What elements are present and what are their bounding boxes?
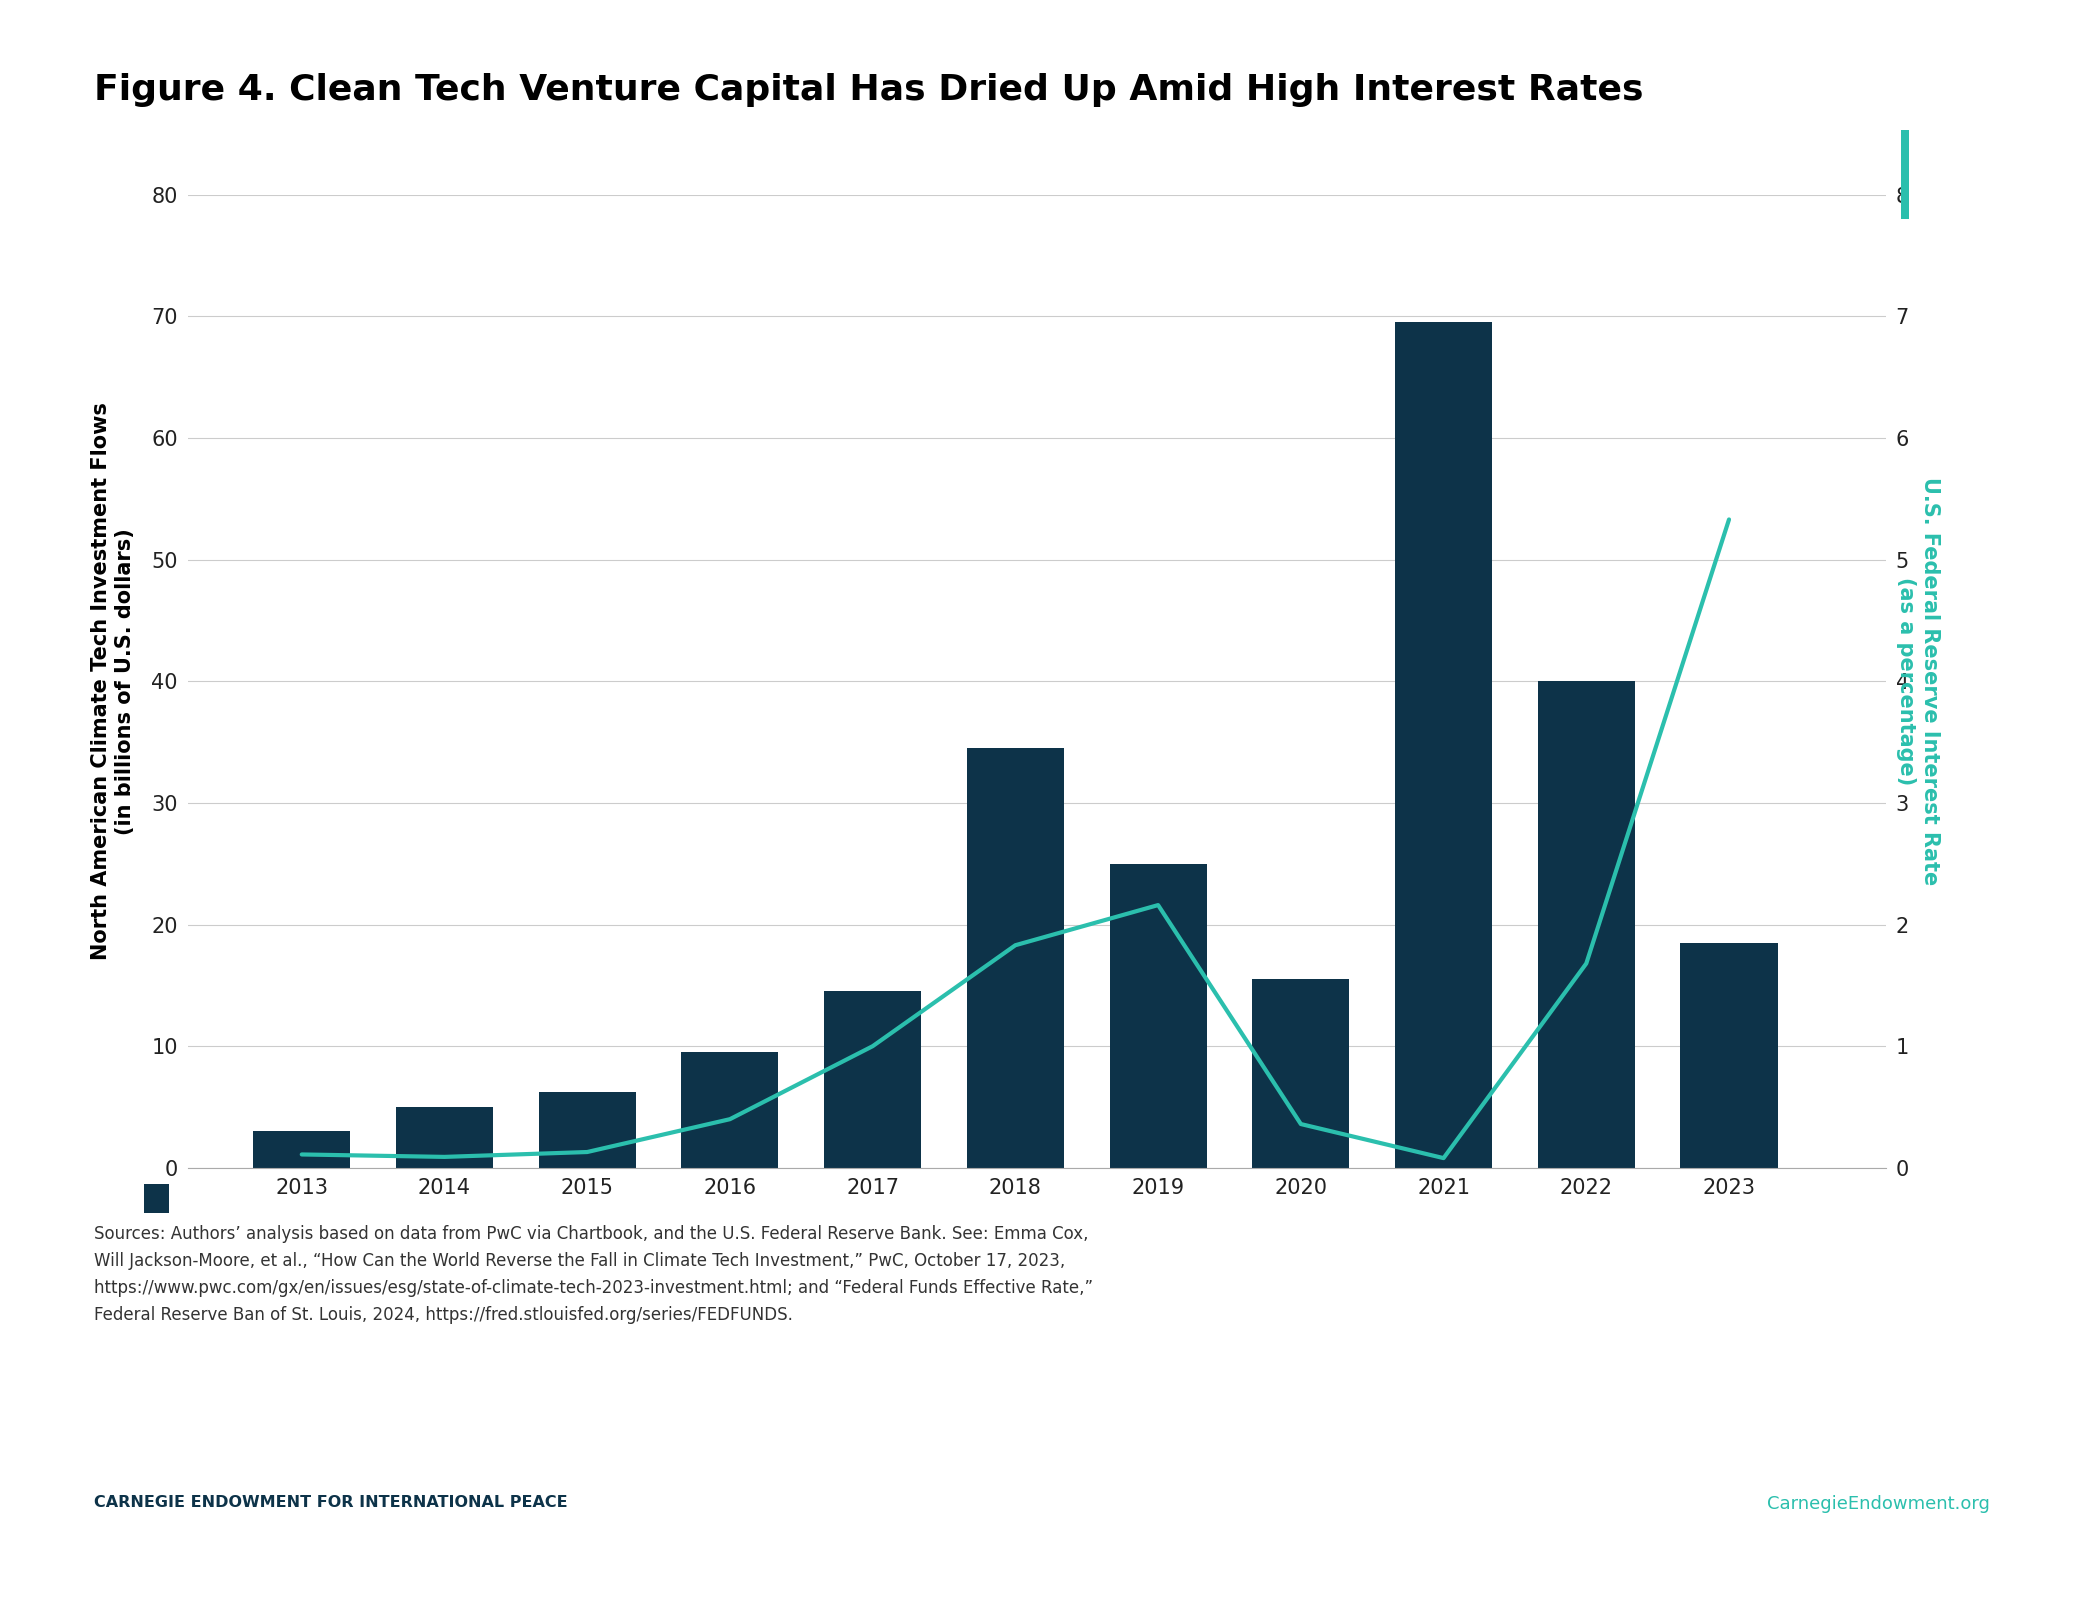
Text: Sources: Authors’ analysis based on data from PwC via Chartbook, and the U.S. Fe: Sources: Authors’ analysis based on data… — [94, 1225, 1092, 1324]
Bar — [1394, 323, 1492, 1168]
Bar — [967, 748, 1065, 1168]
Bar — [538, 1093, 636, 1168]
Y-axis label: North American Climate Tech Investment Flows
(in billions of U.S. dollars): North American Climate Tech Investment F… — [92, 402, 135, 960]
Bar — [1109, 863, 1207, 1168]
Bar — [823, 991, 921, 1168]
Bar — [396, 1106, 494, 1168]
Text: CARNEGIE ENDOWMENT FOR INTERNATIONAL PEACE: CARNEGIE ENDOWMENT FOR INTERNATIONAL PEA… — [94, 1495, 567, 1510]
Bar — [1680, 942, 1778, 1168]
Text: CarnegieEndowment.org: CarnegieEndowment.org — [1767, 1495, 1990, 1513]
Bar — [254, 1132, 350, 1168]
Text: Figure 4. Clean Tech Venture Capital Has Dried Up Amid High Interest Rates: Figure 4. Clean Tech Venture Capital Has… — [94, 73, 1644, 107]
Bar — [1538, 681, 1634, 1168]
Bar — [1252, 980, 1348, 1168]
Y-axis label: U.S. Federal Reserve Interest Rate
(as a percentage): U.S. Federal Reserve Interest Rate (as a… — [1896, 477, 1940, 886]
Bar — [681, 1053, 779, 1168]
